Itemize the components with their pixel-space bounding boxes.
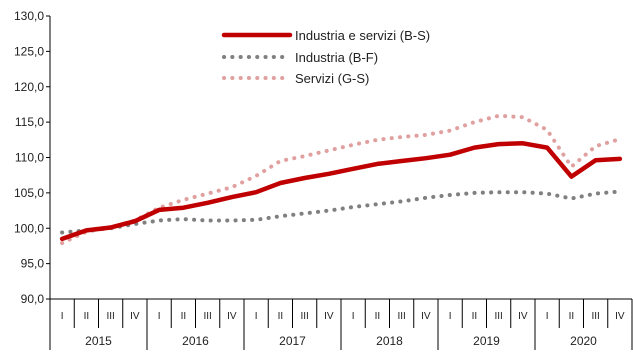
quarter-tick-label: III — [300, 311, 308, 322]
quarter-tick-label: II — [278, 311, 284, 322]
y-tick-label: 125,0 — [14, 44, 44, 58]
quarter-tick-label: III — [106, 311, 114, 322]
y-tick-label: 130,0 — [14, 9, 44, 23]
quarter-tick-label: I — [352, 311, 355, 322]
quarter-tick-label: II — [375, 311, 381, 322]
y-tick-label: 100,0 — [14, 221, 44, 235]
y-tick-label: 95,0 — [21, 257, 45, 271]
series-line-0 — [59, 141, 623, 242]
quarter-tick-label: I — [546, 311, 549, 322]
year-label: 2019 — [473, 334, 500, 348]
legend: Industria e servizi (B-S) Industria (B-F)… — [221, 28, 430, 86]
quarter-tick-label: IV — [130, 311, 140, 322]
quarter-tick-label: II — [84, 311, 90, 322]
quarter-tick-label: II — [472, 311, 478, 322]
series-lines — [59, 113, 623, 246]
y-tick-label: 115,0 — [15, 115, 44, 129]
legend-label: Industria e servizi (B-S) — [295, 28, 430, 43]
quarter-tick-label: IV — [518, 311, 528, 322]
quarter-tick-label: III — [397, 311, 405, 322]
x-axis: I II III IV I II III IV I II III IV I II III IV I II III IV… — [49, 298, 633, 350]
quarter-tick-label: IV — [227, 311, 237, 322]
y-tick-label: 110,0 — [15, 151, 44, 165]
quarter-tick-label: I — [449, 311, 452, 322]
year-label: 2015 — [85, 334, 112, 348]
quarter-tick-label: I — [255, 311, 258, 322]
quarter-tick-label: III — [494, 311, 502, 322]
y-tick-label: 90,0 — [21, 292, 45, 306]
year-label: 2016 — [182, 334, 209, 348]
quarter-tick-label: II — [569, 311, 575, 322]
quarter-tick-label: IV — [324, 311, 334, 322]
year-label: 2017 — [279, 334, 306, 348]
year-label: 2020 — [570, 334, 597, 348]
year-label: 2018 — [376, 334, 403, 348]
legend-label: Servizi (G-S) — [295, 71, 369, 86]
quarter-tick-label: IV — [615, 311, 625, 322]
legend-label: Industria (B-F) — [295, 50, 378, 65]
y-axis: 90,0 95,0 100,0 105,0 110,0 115,0 120,0 125,0 13… — [14, 9, 51, 306]
quarter-tick-label: IV — [421, 311, 431, 322]
quarter-tick-label: I — [158, 311, 161, 322]
quarter-tick-label: II — [181, 311, 187, 322]
series-line-1 — [60, 189, 622, 235]
quarter-tick-label: I — [61, 311, 64, 322]
quarter-tick-label: III — [591, 311, 599, 322]
y-tick-label: 120,0 — [14, 80, 44, 94]
quarter-tick-label: III — [203, 311, 211, 322]
y-tick-label: 105,0 — [14, 186, 44, 200]
